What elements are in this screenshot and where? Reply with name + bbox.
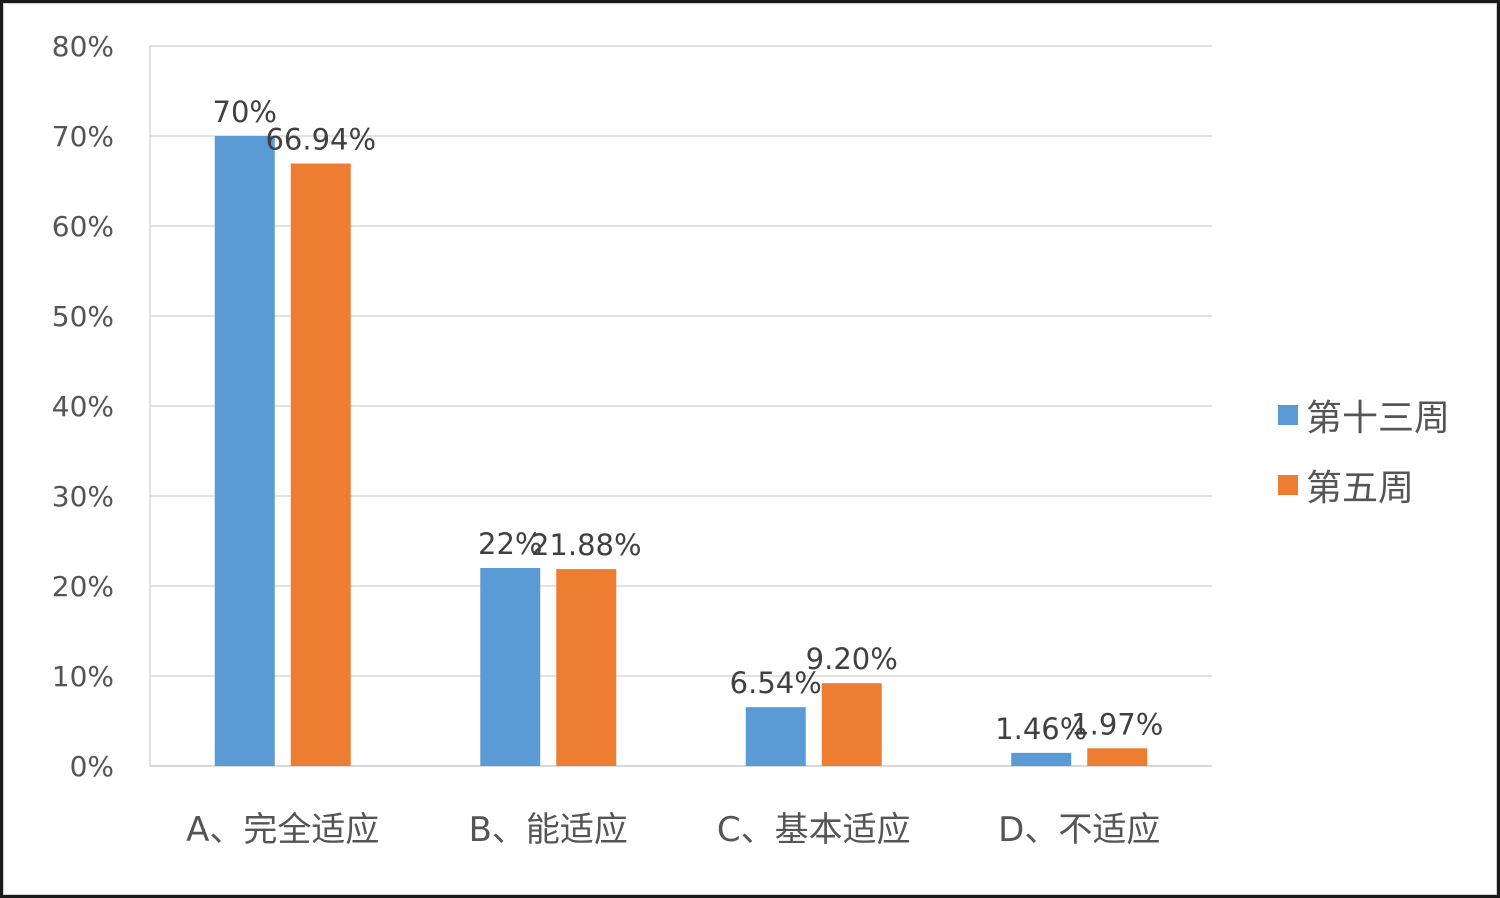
x-tick-label: C、基本适应 [717,810,911,850]
data-label: 70% [213,95,277,129]
y-tick-label: 80% [52,30,114,63]
data-label: 9.20% [806,642,898,676]
bar [556,569,617,766]
y-tick-label: 30% [52,480,114,513]
y-tick-label: 0% [70,750,114,783]
bar [290,163,351,767]
x-tick-label: A、完全适应 [186,810,379,850]
bar [1011,752,1072,766]
bar [1087,748,1148,766]
legend-swatch [1278,475,1298,495]
bar [745,707,806,766]
data-label: 21.88% [531,528,642,562]
legend-swatch [1278,405,1298,425]
data-label: 1.46% [995,712,1087,746]
y-tick-label: 60% [52,210,114,243]
data-label: 22% [478,527,542,561]
bar [214,136,275,766]
y-tick-label: 20% [52,570,114,603]
bar [821,683,882,766]
data-label: 1.97% [1071,707,1163,741]
legend-entry: 第十三周 [1306,398,1450,439]
data-label: 66.94% [265,123,376,157]
x-tick-label: B、能适应 [469,810,628,850]
y-tick-label: 40% [52,390,114,423]
legend-entry: 第五周 [1306,468,1414,509]
y-tick-label: 50% [52,300,114,333]
y-tick-label: 70% [52,120,114,153]
data-label: 6.54% [730,666,822,700]
bar [480,568,541,766]
y-tick-label: 10% [52,660,114,693]
x-tick-label: D、不适应 [998,810,1160,850]
